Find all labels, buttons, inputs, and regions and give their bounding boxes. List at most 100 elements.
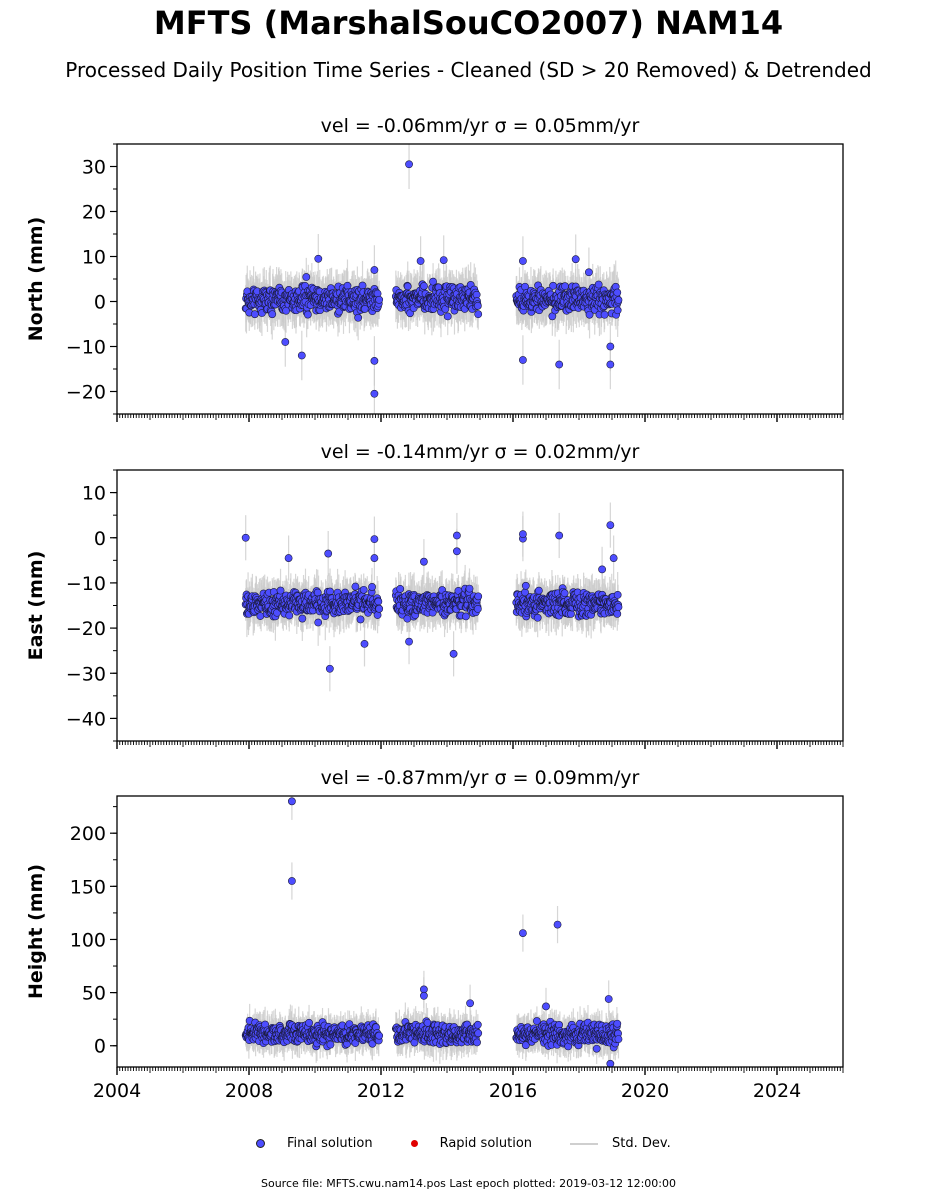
data-point bbox=[473, 604, 482, 613]
data-point bbox=[419, 557, 428, 566]
data-point bbox=[519, 257, 527, 265]
data-point bbox=[519, 356, 527, 364]
data-point bbox=[396, 584, 405, 593]
data-point bbox=[614, 603, 623, 611]
y-tick-label: 0 bbox=[94, 292, 106, 314]
data-point bbox=[324, 549, 333, 558]
data-point bbox=[285, 611, 294, 620]
data-point bbox=[606, 521, 615, 530]
data-point bbox=[443, 312, 452, 321]
data-series bbox=[241, 144, 623, 414]
data-point bbox=[326, 587, 334, 596]
data-point bbox=[465, 584, 474, 593]
data-point bbox=[403, 282, 412, 291]
data-point bbox=[370, 356, 379, 365]
data-series bbox=[241, 796, 623, 1067]
data-point bbox=[420, 282, 428, 290]
data-point bbox=[567, 609, 575, 618]
data-point bbox=[281, 338, 290, 346]
data-point bbox=[314, 618, 323, 627]
data-point bbox=[268, 310, 277, 319]
data-point bbox=[555, 360, 564, 369]
data-point bbox=[429, 277, 437, 286]
data-point bbox=[360, 305, 369, 313]
data-point bbox=[474, 310, 483, 319]
data-point bbox=[405, 160, 413, 169]
y-tick-label: −40 bbox=[66, 708, 106, 730]
data-point bbox=[613, 288, 622, 297]
data-point bbox=[555, 531, 564, 540]
data-point bbox=[606, 360, 615, 369]
chart-subtitle: Processed Daily Position Time Series - C… bbox=[65, 58, 872, 82]
data-point bbox=[305, 1018, 313, 1027]
data-point bbox=[462, 612, 470, 621]
data-point bbox=[241, 533, 250, 542]
y-axis-label: East (mm) bbox=[25, 551, 47, 661]
plot-frame bbox=[116, 143, 844, 415]
data-point bbox=[370, 266, 379, 274]
panel-2: vel = -0.87mm/yr σ = 0.09mm/yr Height (mm… bbox=[25, 767, 844, 1102]
panel-title: vel = -0.06mm/yr σ = 0.05mm/yr bbox=[321, 115, 640, 137]
data-point bbox=[549, 281, 558, 290]
data-point bbox=[370, 554, 379, 562]
data-point bbox=[614, 296, 623, 304]
panel-title: vel = -0.87mm/yr σ = 0.09mm/yr bbox=[321, 767, 640, 789]
data-point bbox=[613, 609, 622, 618]
data-point bbox=[314, 254, 323, 263]
data-point bbox=[533, 613, 542, 622]
data-point bbox=[452, 547, 461, 556]
data-point bbox=[609, 554, 618, 562]
y-tick-label: 10 bbox=[82, 247, 106, 269]
data-point bbox=[370, 535, 379, 544]
data-point bbox=[571, 255, 580, 264]
data-point bbox=[374, 597, 383, 606]
data-point bbox=[356, 615, 365, 624]
data-point bbox=[368, 583, 376, 591]
data-point bbox=[560, 589, 569, 598]
data-point bbox=[405, 637, 413, 646]
y-tick-label: 30 bbox=[82, 157, 106, 179]
data-point bbox=[375, 604, 384, 613]
page-title: MFTS (MarshalSouCO2007) NAM14 bbox=[153, 4, 784, 42]
data-point bbox=[521, 581, 530, 590]
data-point bbox=[449, 649, 458, 658]
data-point bbox=[594, 280, 603, 289]
panel-0: vel = -0.06mm/yr σ = 0.05mm/yr North (mm)… bbox=[25, 115, 844, 422]
y-axis-label: Height (mm) bbox=[25, 864, 47, 999]
y-tick-label: −10 bbox=[66, 337, 106, 359]
data-point bbox=[284, 554, 293, 562]
data-point bbox=[585, 310, 594, 319]
y-tick-label: −20 bbox=[66, 618, 106, 640]
data-point bbox=[326, 1040, 335, 1049]
data-point bbox=[561, 282, 569, 291]
data-point bbox=[359, 585, 368, 594]
y-tick-label: 20 bbox=[82, 202, 106, 224]
data-point bbox=[585, 268, 593, 277]
data-point bbox=[474, 592, 483, 601]
data-point bbox=[452, 531, 461, 540]
data-point bbox=[298, 614, 307, 623]
data-point bbox=[360, 639, 369, 648]
data-point bbox=[416, 257, 425, 265]
data-point bbox=[276, 586, 285, 595]
data-point bbox=[473, 301, 482, 310]
data-point bbox=[606, 342, 615, 351]
y-tick-label: −10 bbox=[66, 573, 106, 595]
data-point bbox=[297, 351, 306, 360]
y-tick-label: −30 bbox=[66, 663, 106, 685]
panel-title: vel = -0.14mm/yr σ = 0.02mm/yr bbox=[321, 441, 640, 463]
data-point bbox=[351, 582, 360, 591]
y-tick-label: −20 bbox=[66, 382, 106, 404]
data-point bbox=[598, 565, 606, 574]
data-point bbox=[375, 295, 384, 304]
data-point bbox=[600, 310, 609, 319]
data-point bbox=[358, 281, 367, 290]
data-point bbox=[370, 389, 379, 398]
data-point bbox=[303, 310, 312, 319]
y-tick-label: 0 bbox=[94, 528, 106, 550]
y-tick-label: 10 bbox=[82, 483, 106, 505]
y-axis-label: North (mm) bbox=[25, 217, 47, 342]
data-point bbox=[325, 664, 334, 673]
